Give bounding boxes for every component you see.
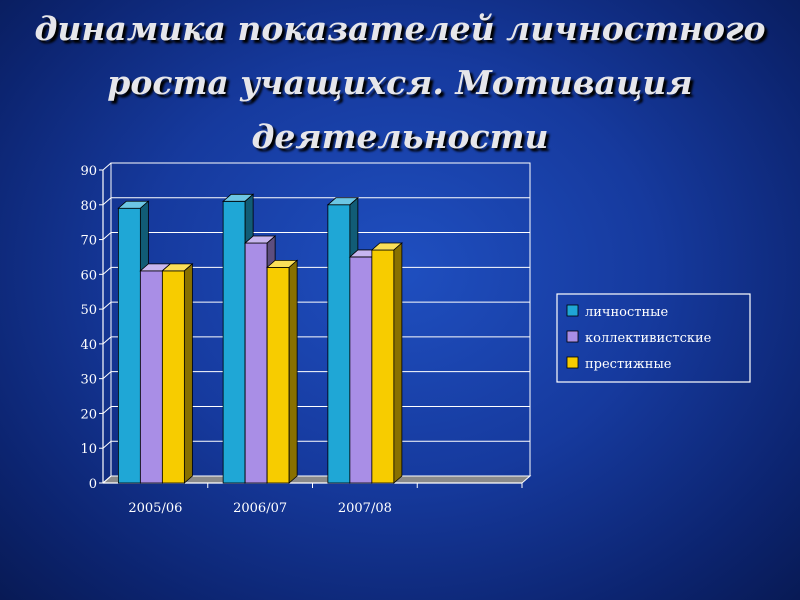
y-tick-label: 50 [80, 303, 97, 318]
grid-side-line [102, 162, 112, 171]
grid-side-line [102, 336, 112, 345]
legend-label: коллективистские [585, 331, 712, 346]
legend-swatch [566, 304, 579, 317]
grid-side-line [102, 406, 112, 414]
y-tick-label: 30 [80, 373, 97, 388]
grid-side-line [102, 440, 112, 449]
bar-front [222, 200, 246, 484]
title-line-3: деятельности [251, 117, 549, 156]
y-tick-label: 40 [80, 338, 97, 353]
bar-side [183, 262, 193, 484]
bar-front [327, 204, 351, 484]
slide-title: динамика показателей личностного роста у… [0, 0, 800, 164]
legend-label: личностные [585, 305, 668, 320]
bar-front [244, 242, 268, 484]
bar-front [349, 256, 373, 484]
y-tick-label: 80 [80, 199, 97, 214]
x-tick-label: 2007/08 [338, 501, 392, 516]
y-tick-label: 20 [80, 407, 97, 422]
y-tick-label: 70 [80, 234, 97, 249]
bar-3-2007/08 [370, 242, 403, 484]
grid-side-line [102, 266, 112, 275]
legend-box [556, 293, 751, 383]
bar-side [288, 259, 298, 484]
x-tick-label: 2005/06 [128, 501, 182, 516]
grid-side-line [102, 301, 112, 310]
grid-side-line [102, 197, 112, 206]
bar-side [393, 242, 403, 484]
bar-front [117, 207, 141, 484]
legend-label: престижные [585, 357, 672, 372]
title-line-2: роста учащихся. Мотивация [107, 63, 693, 102]
grid-side-line [102, 371, 112, 380]
title-line-1: динамика показателей личностного [34, 9, 766, 48]
legend-swatch [566, 356, 579, 369]
grid-side-line [102, 232, 112, 240]
y-tick-label: 90 [80, 164, 97, 179]
y-tick-label: 10 [80, 442, 97, 457]
bar-front [161, 270, 185, 484]
bar-3-2005/06 [161, 262, 194, 484]
y-tick-label: 0 [89, 477, 97, 492]
legend-swatch [566, 330, 579, 343]
y-tick-label: 60 [80, 268, 97, 283]
bar-front [371, 249, 395, 484]
bar-3-2006/07 [266, 259, 299, 484]
bar-front [266, 266, 290, 484]
grid-side-line [102, 475, 112, 484]
bar-front [139, 270, 163, 484]
x-tick-label: 2006/07 [233, 501, 287, 516]
